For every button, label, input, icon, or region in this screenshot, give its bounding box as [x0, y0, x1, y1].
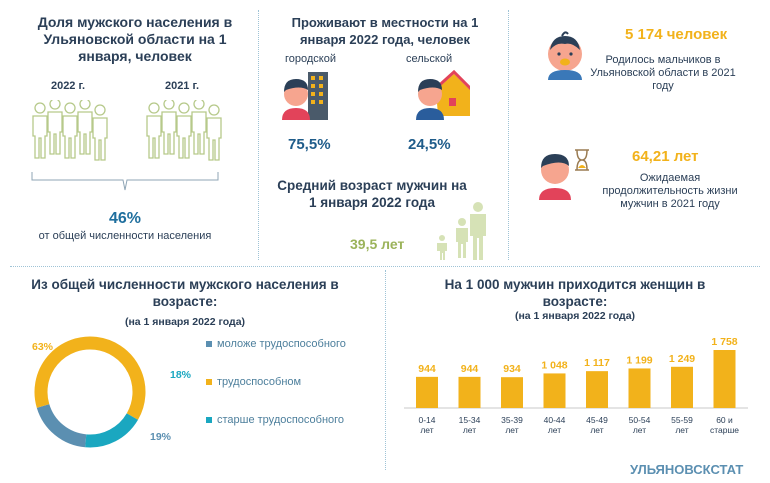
bar-5: [628, 368, 651, 408]
boys-born-caption: Родилось мальчиков в Ульяновской области…: [590, 54, 736, 92]
panel5-subtitle: (на 1 января 2022 года): [514, 310, 636, 322]
bar-4: [586, 371, 608, 408]
bar-value-label-5: 1 199: [626, 354, 652, 366]
bracket-shape: [31, 172, 219, 191]
donut-slice-label-1: 63%: [32, 341, 54, 353]
rural-value: 24,5%: [408, 136, 451, 153]
legend-label-0: моложе трудоспособного: [217, 338, 346, 350]
male-share-caption: от общей численности населения: [38, 230, 212, 242]
legend-swatch-2: [206, 417, 212, 423]
legend-swatch-0: [206, 341, 212, 347]
rural-man-icon: [416, 69, 470, 120]
bar-2: [501, 377, 523, 408]
donut-legend: моложе трудоспособного трудоспособном стар…: [206, 338, 346, 452]
urban-man-icon: [282, 72, 328, 120]
donut-chart: 19% 63% 18%: [32, 336, 192, 448]
donut-slice-label-2: 18%: [170, 369, 192, 381]
urban-label: городской: [285, 53, 336, 65]
bar-value-label-0: 944: [418, 363, 436, 375]
mean-age-title: Средний возраст мужчин на 1 января 2022 …: [277, 178, 467, 210]
bar-category-label-7: 60 и старше: [710, 415, 739, 435]
legend-item-2: старше трудоспособного: [206, 414, 346, 426]
baby-icon: [548, 31, 582, 80]
male-share-value: 46%: [108, 210, 142, 227]
bar-category-label-4: 45-49 лет: [586, 415, 608, 435]
donut-slice-1: [34, 336, 146, 420]
divider-v3: [385, 270, 386, 470]
boys-born-value: 5 174 человек: [625, 26, 728, 43]
divider-v2: [508, 10, 509, 260]
legend-label-1: трудоспособном: [217, 376, 302, 388]
panel4-subtitle: (на 1 января 2022 года): [124, 316, 246, 328]
bar-category-label-2: 35-39 лет: [501, 415, 523, 435]
donut-slice-0: [36, 403, 87, 448]
bar-value-label-2: 934: [503, 363, 521, 375]
bar-value-label-7: 1 758: [711, 336, 737, 348]
panel2-title: Проживают в местности на 1 января 2022 г…: [291, 15, 479, 47]
panel4-title: Из общей численности мужского населения …: [31, 277, 339, 309]
year-2022-label: 2022 г.: [50, 80, 86, 92]
bar-chart: 944 0-14 лет 944 15-34 лет 934 35-39 лет 1 048 40-…: [404, 336, 748, 435]
bar-0: [416, 376, 438, 408]
brand-label: УЛЬЯНОВСКСТАТ: [630, 462, 744, 477]
bar-6: [671, 366, 693, 408]
bar-category-label-6: 55-59 лет: [671, 415, 693, 435]
family-icon: [437, 202, 486, 260]
bar-category-label-0: 0-14 лет: [418, 415, 435, 435]
men-group-2021-icon: [146, 100, 222, 161]
donut-slice-2: [85, 413, 138, 448]
bar-value-label-6: 1 249: [669, 353, 695, 365]
men-group-2022-icon: [32, 100, 108, 161]
divider-h: [10, 266, 760, 267]
panel1-title: Доля мужского населения в Ульяновской об…: [37, 14, 233, 64]
bar-value-label-3: 1 048: [541, 359, 567, 371]
bar-value-label-1: 944: [461, 363, 479, 375]
man-hourglass-icon: [539, 149, 589, 200]
bar-category-label-5: 50-54 лет: [629, 415, 651, 435]
legend-swatch-1: [206, 379, 212, 385]
bar-category-label-1: 15-34 лет: [459, 415, 481, 435]
donut-slice-label-0: 19%: [150, 431, 172, 443]
bar-7: [713, 350, 736, 408]
legend-label-2: старше трудоспособного: [217, 414, 345, 426]
year-2021-label: 2021 г.: [164, 80, 200, 92]
life-expectancy-caption: Ожидаемая продолжительность жизни мужчин…: [602, 172, 738, 210]
legend-item-0: моложе трудоспособного: [206, 338, 346, 350]
bar-1: [458, 376, 481, 408]
urban-value: 75,5%: [288, 136, 331, 153]
bar-category-label-3: 40-44 лет: [544, 415, 566, 435]
mean-age-value: 39,5 лет: [350, 236, 405, 252]
bar-3: [543, 373, 566, 408]
legend-item-1: трудоспособном: [206, 376, 346, 388]
rural-label: сельской: [406, 53, 453, 65]
divider-v1: [258, 10, 259, 260]
life-expectancy-value: 64,21 лет: [632, 148, 699, 165]
panel5-title: На 1 000 мужчин приходится женщин в возр…: [444, 277, 706, 309]
bar-value-label-4: 1 117: [584, 357, 610, 369]
